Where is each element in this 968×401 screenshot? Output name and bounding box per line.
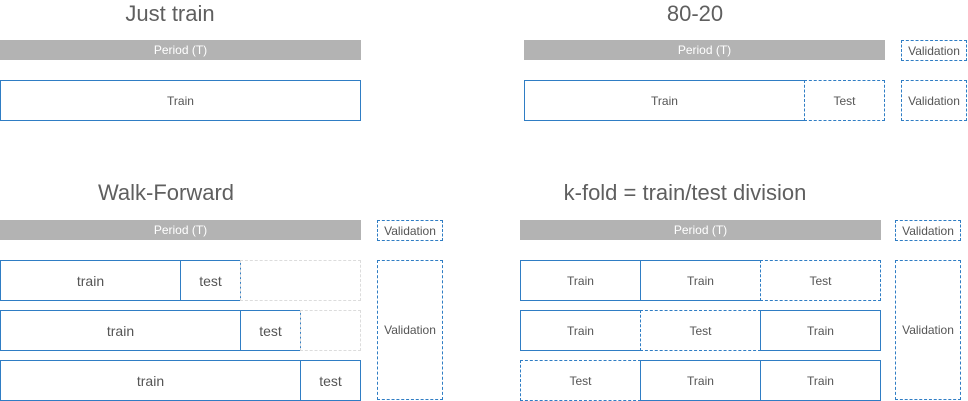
just-train-period-bar: Period (T) <box>0 40 361 60</box>
kfold-row-3-fold-2: Train <box>640 360 761 401</box>
kfold-row-2-fold-1: Train <box>520 310 641 351</box>
walk-forward-validation-block: Validation <box>377 260 443 400</box>
walk-forward-row-2-test: test <box>240 310 301 351</box>
walk-forward-period-bar: Period (T) <box>0 220 361 240</box>
eighty-twenty-validation-header: Validation <box>901 40 967 61</box>
walk-forward-validation-header: Validation <box>377 220 443 241</box>
kfold-row-1-fold-3: Test <box>760 260 881 301</box>
kfold-row-2-fold-3: Train <box>760 310 881 351</box>
walk-forward-row-2-unused <box>300 310 361 351</box>
kfold-period-bar: Period (T) <box>520 220 881 240</box>
walk-forward-row-3-test: test <box>300 360 361 401</box>
walk-forward-title: Walk-Forward <box>97 180 235 205</box>
kfold-title: k-fold = train/test division <box>563 180 807 205</box>
kfold-validation-header: Validation <box>895 220 961 241</box>
eighty-twenty-period-bar: Period (T) <box>524 40 885 60</box>
walk-forward-row-2-train: train <box>0 310 241 351</box>
eighty-twenty-test-block: Test <box>804 80 885 121</box>
walk-forward-row-3-train: train <box>0 360 301 401</box>
walk-forward-row-1-unused <box>240 260 361 301</box>
kfold-row-2-fold-2: Test <box>640 310 761 351</box>
kfold-validation-block: Validation <box>895 260 961 400</box>
just-train-title: Just train <box>125 1 215 26</box>
eighty-twenty-validation-block: Validation <box>901 80 967 121</box>
kfold-row-3-fold-3: Train <box>760 360 881 401</box>
eighty-twenty-title: 80-20 <box>666 1 724 26</box>
walk-forward-row-1-test: test <box>180 260 241 301</box>
kfold-row-3-fold-1: Test <box>520 360 641 401</box>
just-train-train-block: Train <box>0 80 361 121</box>
walk-forward-row-1-train: train <box>0 260 181 301</box>
eighty-twenty-train-block: Train <box>524 80 805 121</box>
kfold-row-1-fold-1: Train <box>520 260 641 301</box>
kfold-row-1-fold-2: Train <box>640 260 761 301</box>
